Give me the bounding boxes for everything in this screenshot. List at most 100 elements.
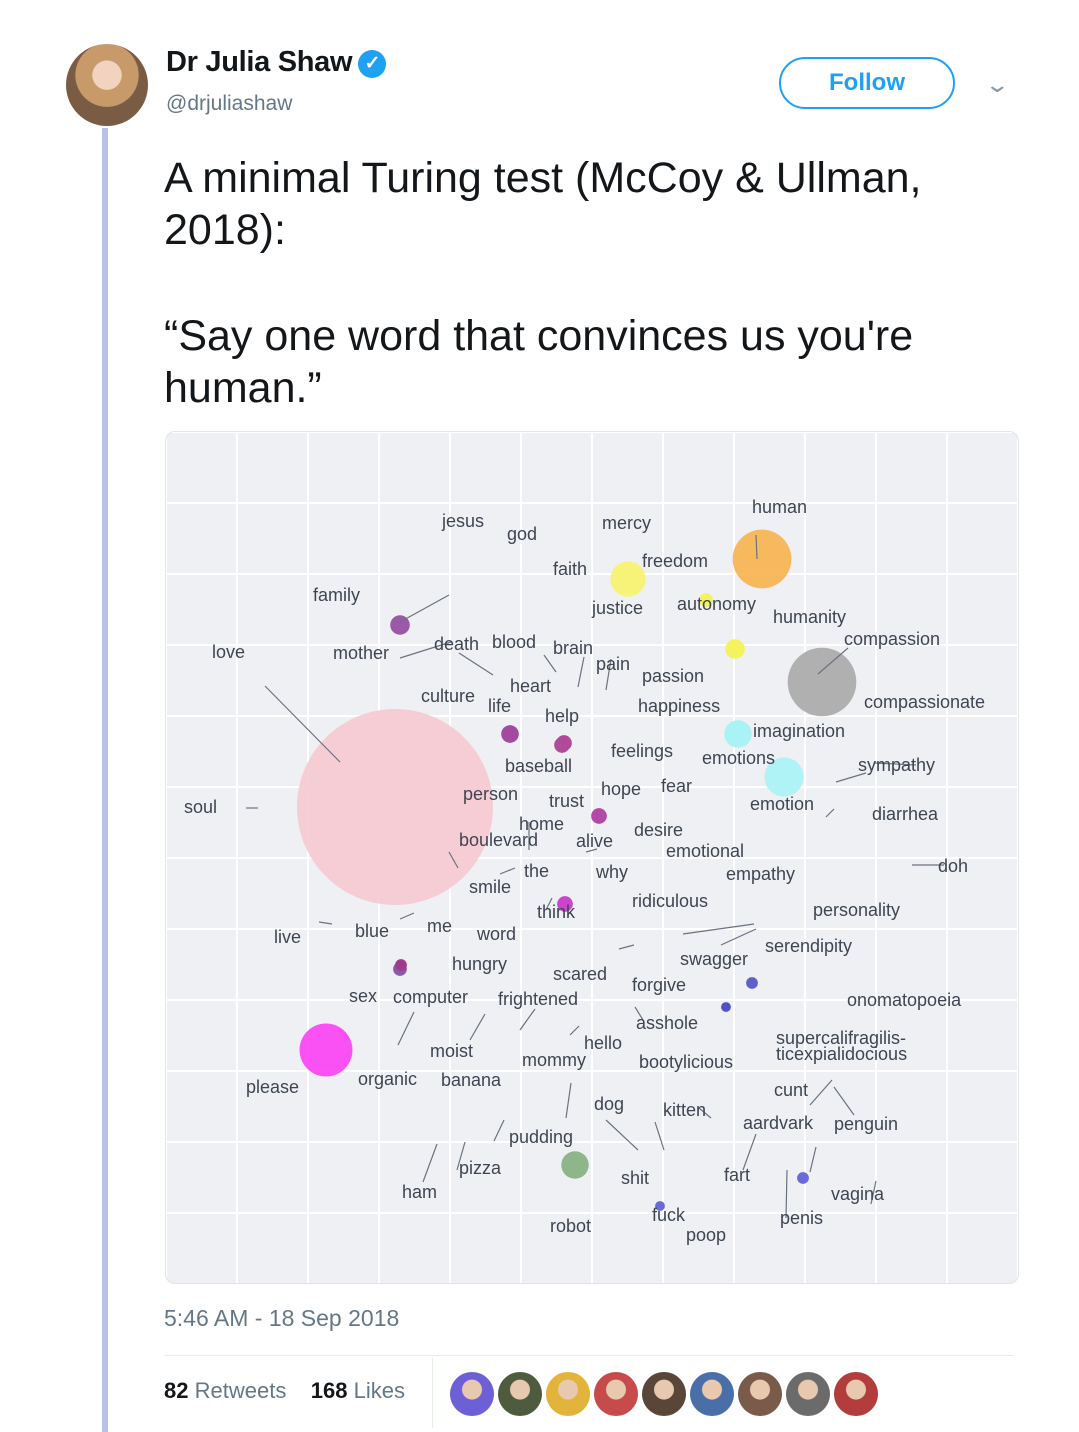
word-label: emotions xyxy=(702,748,775,768)
liker-avatar[interactable] xyxy=(594,1372,638,1416)
author-name-text[interactable]: Dr Julia Shaw xyxy=(166,46,353,78)
retweets-label[interactable]: Retweets xyxy=(194,1378,287,1403)
label-connector xyxy=(809,1079,833,1106)
label-connector xyxy=(634,1006,644,1021)
avatar[interactable] xyxy=(66,44,148,126)
word-label: human xyxy=(752,497,807,517)
label-connector xyxy=(654,1121,665,1151)
liker-avatar[interactable] xyxy=(546,1372,590,1416)
label-connector xyxy=(456,1141,466,1171)
word-label: personality xyxy=(813,900,900,920)
word-label: pudding xyxy=(509,1127,573,1147)
word-label: pain xyxy=(596,654,630,674)
word-label: the xyxy=(524,861,549,881)
word-label: smile xyxy=(469,877,511,897)
label-connector xyxy=(543,654,557,673)
chart-bubble xyxy=(610,561,646,597)
word-label: scared xyxy=(553,964,607,984)
label-connector xyxy=(565,1082,572,1119)
word-label: serendipity xyxy=(765,936,852,956)
label-connector xyxy=(825,808,835,818)
word-label: emotional xyxy=(666,841,744,861)
label-connector xyxy=(499,867,516,875)
word-label: hope xyxy=(601,779,641,799)
word-label: sex xyxy=(349,986,377,1006)
tweet-quote: “Say one word that convinces us you're h… xyxy=(164,312,914,412)
word-label: doh xyxy=(938,856,968,876)
word-label: poop xyxy=(686,1225,726,1245)
liker-avatar[interactable] xyxy=(690,1372,734,1416)
word-label: organic xyxy=(358,1069,417,1089)
word-label: feelings xyxy=(611,741,673,761)
word-label: mother xyxy=(333,643,389,663)
label-connector xyxy=(817,647,849,675)
word-label: fart xyxy=(724,1165,750,1185)
label-connector xyxy=(458,652,494,676)
label-connector xyxy=(519,1008,536,1031)
chart-bubble xyxy=(557,896,573,912)
word-label: dog xyxy=(594,1094,624,1114)
label-connector xyxy=(545,897,553,911)
chevron-down-icon[interactable]: ⌄ xyxy=(984,72,1011,97)
word-label: justice xyxy=(591,598,643,618)
word-label: happiness xyxy=(638,696,720,716)
liker-avatar[interactable] xyxy=(738,1372,782,1416)
label-connector xyxy=(577,656,585,688)
label-connector xyxy=(618,944,635,950)
chart-bubble xyxy=(297,709,493,905)
word-label: brain xyxy=(553,638,593,658)
likes-label[interactable]: Likes xyxy=(353,1378,405,1403)
word-label: alive xyxy=(576,831,613,851)
word-label: humanity xyxy=(773,607,846,627)
label-connector xyxy=(448,851,459,869)
word-label: family xyxy=(313,585,360,605)
word-label: heart xyxy=(510,676,551,696)
label-connector xyxy=(569,1025,580,1036)
thread-line xyxy=(102,128,108,1432)
word-label: hello xyxy=(584,1033,622,1053)
word-label: live xyxy=(274,927,301,947)
label-connector xyxy=(835,772,867,783)
liker-avatar[interactable] xyxy=(786,1372,830,1416)
liker-avatar[interactable] xyxy=(498,1372,542,1416)
tweet-timestamp[interactable]: 5:46 AM - 18 Sep 2018 xyxy=(164,1305,400,1331)
chart-bubble xyxy=(655,1201,665,1211)
liker-avatar[interactable] xyxy=(642,1372,686,1416)
author-handle[interactable]: @drjuliashaw xyxy=(166,92,293,115)
label-connector xyxy=(318,921,333,925)
word-label: penis xyxy=(780,1208,823,1228)
chart-bubble xyxy=(390,615,410,635)
retweets-count[interactable]: 82 xyxy=(164,1378,189,1403)
word-label: computer xyxy=(393,987,468,1007)
label-connector xyxy=(605,1119,639,1151)
word-label: imagination xyxy=(753,721,845,741)
word-chart[interactable]: human jesus god mercy faith freedom family just… xyxy=(165,431,1019,1284)
follow-button[interactable]: Follow xyxy=(779,57,955,109)
likes-count[interactable]: 168 xyxy=(310,1378,348,1403)
word-label: trust xyxy=(549,791,584,811)
label-connector xyxy=(698,1107,712,1119)
chart-bubble xyxy=(724,720,752,748)
word-label: emotion xyxy=(750,794,814,814)
chart-bubble xyxy=(797,1172,809,1184)
label-connector xyxy=(682,923,755,935)
verified-badge-icon: ✓ xyxy=(358,50,387,78)
word-label: aardvark xyxy=(743,1113,814,1133)
word-label: frightened xyxy=(498,989,578,1009)
word-label: robot xyxy=(550,1216,591,1236)
word-label: death xyxy=(434,634,479,654)
liker-avatar[interactable] xyxy=(450,1372,494,1416)
word-chart-svg: human jesus god mercy faith freedom family just… xyxy=(166,432,1018,1283)
label-connector xyxy=(874,762,917,766)
word-label: kitten xyxy=(663,1100,706,1120)
label-connector xyxy=(720,928,757,946)
tweet-stats: 82 Retweets 168 Likes xyxy=(164,1378,405,1404)
author-name[interactable]: Dr Julia Shaw ✓ xyxy=(166,46,387,79)
word-label: fuck xyxy=(652,1205,686,1225)
liker-avatar[interactable] xyxy=(834,1372,878,1416)
word-label: cunt xyxy=(774,1080,808,1100)
word-label: moist xyxy=(430,1041,473,1061)
label-connector xyxy=(469,1013,486,1041)
word-label: penguin xyxy=(834,1114,898,1134)
chart-bubble xyxy=(732,529,792,589)
